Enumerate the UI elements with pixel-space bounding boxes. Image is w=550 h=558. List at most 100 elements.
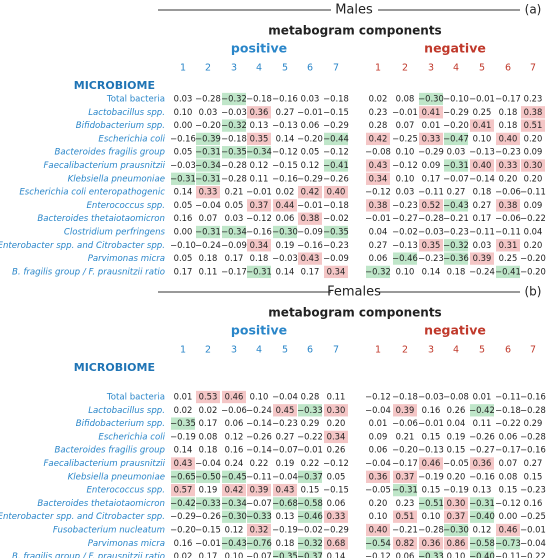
- cell-value: −0.03: [418, 392, 444, 402]
- females-panel: Females (b) metabogram components positive n…: [0, 285, 546, 558]
- cell-value: 0.57: [174, 485, 193, 495]
- cell-value: −0.20: [520, 253, 546, 263]
- cell-highlight: [521, 106, 545, 119]
- cell-value: 0.17: [473, 213, 492, 223]
- cell-value: −0.12: [365, 392, 391, 402]
- cell-value: 0.33: [499, 160, 518, 170]
- cell-highlight: [196, 146, 220, 159]
- cell-value: 0.01: [422, 120, 441, 130]
- cell-value: 0.37: [396, 471, 415, 481]
- cell-value: −0.23: [323, 240, 349, 250]
- cell-highlight: [222, 510, 246, 523]
- cell-value: −0.24: [469, 266, 495, 276]
- row-label: Fusobacterium nucleatum: [53, 526, 165, 536]
- cell-value: 0.15: [499, 485, 518, 495]
- cell-highlight: [222, 119, 246, 132]
- cell-value: −0.37: [297, 551, 323, 558]
- cell-value: −0.12: [323, 147, 349, 157]
- cell-value: 0.27: [276, 107, 295, 117]
- cell-value: 0.12: [301, 160, 320, 170]
- cell-value: 0.38: [499, 200, 518, 210]
- cell-value: 0.12: [473, 525, 492, 535]
- cell-value: −0.04: [365, 458, 391, 468]
- cell-value: 0.14: [276, 133, 295, 143]
- cell-value: 0.36: [473, 458, 492, 468]
- cell-value: −0.18: [246, 94, 272, 104]
- cell-value: −0.20: [520, 266, 546, 276]
- cell-value: −0.29: [443, 107, 469, 117]
- cell-value: 0.35: [250, 133, 269, 143]
- cell-highlight: [444, 132, 468, 146]
- cell-value: −0.27: [469, 445, 495, 455]
- cell-highlight: [419, 497, 443, 510]
- cell-value: 0.38: [301, 213, 320, 223]
- cell-value: −0.32: [221, 120, 247, 130]
- cell-value: 0.20: [499, 173, 518, 183]
- cell-value: 0.07: [199, 213, 218, 223]
- cell-value: −0.07: [246, 498, 272, 508]
- cell-highlight: [247, 510, 271, 523]
- cell-value: 0.06: [225, 418, 244, 428]
- cell-value: 0.09: [524, 200, 543, 210]
- cell-value: 0.02: [276, 187, 295, 197]
- cell-value: 0.18: [250, 253, 269, 263]
- cell-value: 0.19: [199, 485, 218, 495]
- cell-value: −0.06: [221, 405, 247, 415]
- cell-value: −0.35: [221, 147, 247, 157]
- column-number: 5: [282, 63, 288, 74]
- cell-highlight: [247, 265, 271, 279]
- cell-value: 0.32: [250, 525, 269, 535]
- cell-value: 0.08: [499, 471, 518, 481]
- cell-value: −0.13: [418, 445, 444, 455]
- column-number: 2: [205, 63, 211, 74]
- cell-highlight: [470, 497, 494, 510]
- cell-highlight: [324, 537, 348, 550]
- cell-value: −0.06: [495, 213, 521, 223]
- cell-value: 0.12: [250, 160, 269, 170]
- cell-value: 0.46: [499, 525, 518, 535]
- cell-value: 0.17: [422, 173, 441, 183]
- cell-value: −0.13: [469, 147, 495, 157]
- cell-value: −0.18: [495, 405, 521, 415]
- cell-value: 0.18: [199, 445, 218, 455]
- cell-value: −0.20: [195, 120, 221, 130]
- cell-highlight: [419, 457, 443, 470]
- cell-value: 0.15: [301, 485, 320, 495]
- cell-value: 0.09: [524, 147, 543, 157]
- cell-highlight: [470, 537, 494, 550]
- row-label: Enterococcus spp.: [86, 486, 165, 496]
- cell-highlight: [222, 470, 246, 483]
- column-number: 5: [479, 345, 485, 356]
- cell-value: 0.10: [369, 511, 388, 521]
- cell-highlight: [273, 404, 297, 417]
- cell-value: 0.29: [301, 418, 320, 428]
- cell-value: −0.18: [392, 392, 418, 402]
- cell-highlight: [171, 470, 195, 483]
- cell-value: −0.11: [520, 187, 546, 197]
- cell-value: −0.37: [297, 471, 323, 481]
- cell-highlight: [196, 185, 220, 199]
- row-label: Enterobacter spp. and Citrobacter spp.: [0, 241, 165, 251]
- cell-value: 0.03: [396, 187, 415, 197]
- column-number: 5: [282, 345, 288, 356]
- row-label: B. fragilis group / F. prausnitzii ratio: [12, 552, 165, 558]
- column-number: 5: [479, 63, 485, 74]
- row-label: Bifidobacterium spp.: [76, 419, 165, 429]
- cell-value: −0.28: [418, 213, 444, 223]
- cell-value: −0.40: [469, 551, 495, 558]
- cell-value: 0.33: [422, 133, 441, 143]
- sex-label: Males: [335, 3, 373, 18]
- cell-value: −0.16: [272, 94, 298, 104]
- cell-value: −0.26: [246, 431, 272, 441]
- cell-highlight: [393, 510, 417, 523]
- cell-value: −0.18: [323, 94, 349, 104]
- cell-value: 0.20: [524, 240, 543, 250]
- cell-value: −0.31: [392, 485, 418, 495]
- cell-value: −0.26: [469, 431, 495, 441]
- cell-value: −0.20: [443, 120, 469, 130]
- cell-value: 0.05: [174, 200, 193, 210]
- cell-highlight: [222, 497, 246, 510]
- cell-value: 0.08: [199, 431, 218, 441]
- cell-highlight: [444, 239, 468, 252]
